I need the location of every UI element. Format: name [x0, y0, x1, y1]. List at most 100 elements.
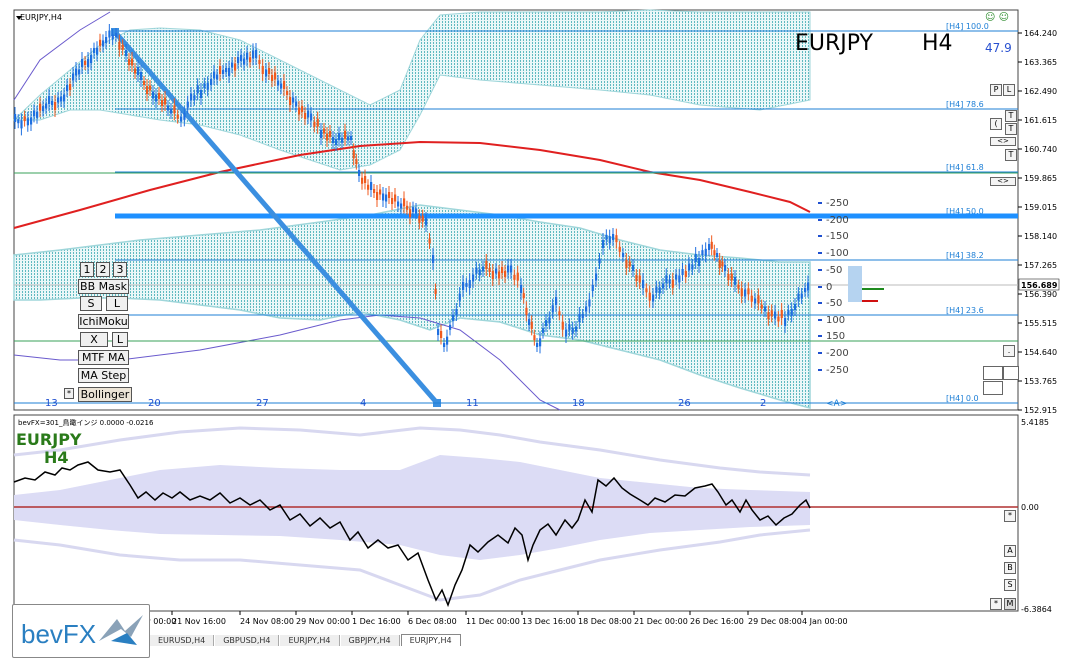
candle-body: [767, 312, 770, 320]
candle-body: [128, 59, 131, 65]
candle-body: [161, 100, 164, 106]
symbol-tab[interactable]: EURUSD,H4: [150, 635, 215, 646]
price-label: 153.765: [1024, 377, 1057, 386]
candle-body: [304, 113, 307, 119]
price-label: 158.140: [1024, 232, 1057, 241]
dropdown-arrow-icon[interactable]: [16, 16, 22, 20]
indicator-dot-button[interactable]: *: [1004, 510, 1016, 522]
candle-body: [134, 68, 137, 74]
candle-body: [268, 68, 271, 74]
candle-body: [727, 274, 730, 280]
candle-body: [155, 94, 158, 102]
candle-body: [612, 234, 615, 240]
trend-handle-top[interactable]: [111, 28, 119, 36]
candle-body: [277, 80, 280, 86]
candle-body: [48, 96, 51, 104]
candle-body: [602, 240, 605, 248]
candle-body: [249, 57, 252, 63]
candle-body: [784, 318, 787, 326]
price-label: 161.615: [1024, 116, 1057, 125]
candle-body: [307, 110, 310, 118]
candle-body: [96, 47, 99, 55]
candle-body: [635, 275, 638, 281]
candle-body: [571, 327, 574, 334]
box-button-3[interactable]: [983, 381, 1003, 395]
candle-body: [289, 97, 292, 105]
indicator-m-button[interactable]: M: [1004, 598, 1016, 610]
candle-body: [193, 95, 196, 101]
candle-body: [87, 59, 90, 67]
box-button-2[interactable]: [1003, 366, 1019, 380]
fib-trend-diagonal[interactable]: [113, 30, 439, 405]
ma-step-button[interactable]: MA Step: [78, 368, 129, 383]
candle-body: [406, 205, 409, 210]
candle-body: [764, 306, 767, 312]
candle-body: [754, 298, 757, 304]
candle-body: [391, 198, 394, 204]
candle-body: [261, 66, 264, 74]
candle-body: [780, 310, 783, 318]
candle-body: [432, 255, 435, 263]
symbol-tab[interactable]: GBPJPY,H4: [340, 635, 400, 646]
bollinger-button[interactable]: Bollinger: [78, 387, 132, 402]
ichimoku-button[interactable]: IchiMoku: [78, 314, 129, 329]
candle-body: [760, 304, 763, 309]
candle-body: [190, 93, 193, 101]
x-button[interactable]: X: [80, 332, 108, 347]
preset-2-button[interactable]: 2: [96, 262, 110, 277]
candle-body: [323, 128, 326, 134]
candle-body: [804, 288, 807, 292]
arrows-button-2[interactable]: <>: [990, 177, 1016, 186]
candle-body: [111, 34, 114, 40]
oscillator-upper-envelope: [13, 426, 811, 477]
candle-body: [701, 250, 704, 256]
candle-body: [561, 321, 564, 330]
price-label: 159.865: [1024, 174, 1057, 183]
candle-body: [338, 133, 341, 141]
indicator-s-button[interactable]: S: [1004, 579, 1016, 591]
indicator-a-button[interactable]: A: [1004, 545, 1016, 557]
candle-body: [409, 209, 412, 218]
preset-1-button[interactable]: 1: [80, 262, 94, 277]
candle-body: [750, 295, 753, 302]
indicator-b-button[interactable]: B: [1004, 562, 1016, 574]
candle-body: [143, 81, 146, 85]
l2-button[interactable]: L: [112, 332, 128, 347]
candle-body: [102, 40, 105, 47]
symbol-tab[interactable]: GBPUSD,H4: [215, 635, 280, 646]
small-level-button[interactable]: .: [1003, 345, 1015, 357]
candle-body: [173, 105, 176, 114]
t-button-3[interactable]: T: [1005, 149, 1017, 161]
candle-body: [730, 273, 733, 281]
mtf-ma-button[interactable]: MTF MA: [78, 350, 129, 365]
price-label: 160.740: [1024, 145, 1057, 154]
candle-body: [525, 307, 528, 315]
t-button-1[interactable]: T: [1005, 110, 1017, 122]
l-button[interactable]: L: [106, 296, 128, 311]
box-button-1[interactable]: [983, 366, 1003, 380]
l-right-button[interactable]: L: [1003, 84, 1015, 96]
symbol-header: EURJPY,H4: [20, 13, 62, 22]
candle-body: [60, 96, 63, 102]
bollinger-checkbox[interactable]: *: [64, 388, 74, 399]
t-button-2[interactable]: T: [1005, 123, 1017, 135]
price-label: 154.640: [1024, 348, 1057, 357]
bb-mask-button[interactable]: BB Mask: [78, 279, 129, 294]
candle-body: [671, 279, 674, 288]
indicator-star-button[interactable]: *: [990, 598, 1002, 610]
preset-3-button[interactable]: 3: [113, 262, 127, 277]
arrows-button-1[interactable]: <>: [990, 137, 1016, 146]
p-button[interactable]: P: [990, 84, 1002, 96]
bracket-button[interactable]: (: [990, 118, 1002, 130]
symbol-tab[interactable]: EURJPY,H4: [400, 634, 461, 646]
candle-body: [90, 55, 93, 63]
candle-body: [558, 311, 561, 316]
candle-body: [446, 336, 449, 345]
s-button[interactable]: S: [80, 296, 102, 311]
symbol-tab[interactable]: EURJPY,H4: [280, 635, 340, 646]
candle-body: [694, 254, 697, 262]
candle-body: [237, 57, 240, 63]
candle-body: [344, 130, 347, 139]
